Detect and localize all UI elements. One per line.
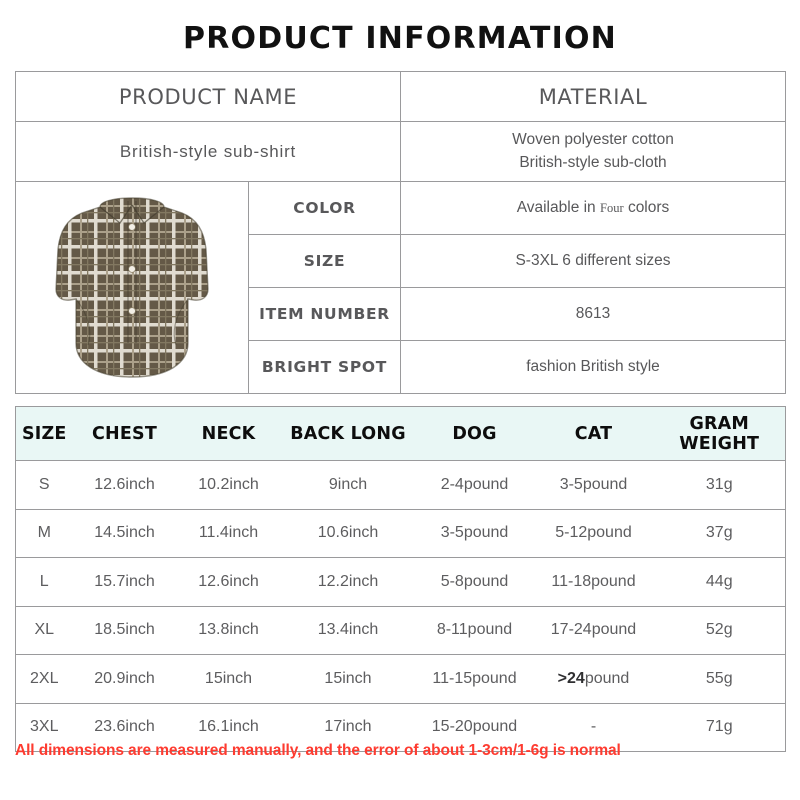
info-value-bright-spot: fashion British style (400, 340, 786, 394)
cell-gram-weight: 71g (653, 702, 786, 752)
column-header-cat: CAT (533, 406, 654, 461)
cell-back-long: 9inch (280, 460, 416, 510)
product-photo-cell (15, 181, 249, 394)
material-line-2: British-style sub-cloth (519, 153, 667, 171)
page-title: PRODUCT INFORMATION (183, 21, 617, 56)
table-row: 3XL 23.6inch 16.1inch 17inch 15-20pound … (15, 702, 786, 752)
cell-cat: >24pound (533, 654, 654, 704)
measurement-disclaimer: All dimensions are measured manually, an… (15, 742, 621, 759)
cell-back-long: 15inch (280, 654, 416, 704)
cell-cat: 5-12pound (533, 508, 654, 558)
cell-dog: 5-8pound (415, 557, 534, 607)
cell-chest: 18.5inch (72, 605, 177, 655)
cell-gram-weight: 52g (653, 605, 786, 655)
info-label-size: SIZE (248, 234, 401, 288)
size-chart-header-row: SIZE CHEST NECK BACK LONG DOG CAT GRAM W… (15, 406, 786, 461)
cell-cat: 11-18pound (533, 557, 654, 607)
product-name-value: British-style sub-shirt (15, 121, 401, 182)
cell-cat: - (533, 702, 654, 752)
cell-dog: 2-4pound (415, 460, 534, 510)
table-row: SIZE S-3XL 6 different sizes (16, 234, 786, 288)
cell-size: 2XL (15, 654, 73, 704)
cell-neck: 16.1inch (176, 702, 281, 752)
cat-value-unit: pound (584, 669, 630, 687)
column-header-back-long: BACK LONG (280, 406, 416, 461)
column-header-dog: DOG (415, 406, 534, 461)
table-row: PRODUCT NAME MATERIAL (15, 71, 786, 122)
cell-chest: 23.6inch (72, 702, 177, 752)
column-header-neck: NECK (176, 406, 281, 461)
cell-chest: 15.7inch (72, 557, 177, 607)
info-value-item-number: 8613 (400, 287, 786, 341)
table-row: 2XL 20.9inch 15inch 15inch 11-15pound >2… (15, 654, 786, 704)
cell-gram-weight: 37g (653, 508, 786, 558)
cell-chest: 12.6inch (72, 460, 177, 510)
color-value-prefix: Available in (516, 199, 596, 216)
table-row: XL 18.5inch 13.8inch 13.4inch 8-11pound … (15, 605, 786, 655)
cell-back-long: 10.6inch (280, 508, 416, 558)
cell-size: XL (15, 605, 73, 655)
info-label-bright-spot: BRIGHT SPOT (248, 340, 401, 394)
product-information-table: PRODUCT NAME MATERIAL British-style sub-… (15, 71, 786, 394)
cell-dog: 8-11pound (415, 605, 534, 655)
table-row: British-style sub-shirt Woven polyester … (15, 121, 786, 182)
size-chart-table: SIZE CHEST NECK BACK LONG DOG CAT GRAM W… (15, 406, 786, 752)
product-image (20, 185, 244, 391)
cell-back-long: 12.2inch (280, 557, 416, 607)
cat-value-bold: >24 (557, 669, 585, 687)
cell-size: M (15, 508, 73, 558)
cell-cat: 3-5pound (533, 460, 654, 510)
cell-size: S (15, 460, 73, 510)
cell-back-long: 13.4inch (280, 605, 416, 655)
cell-neck: 13.8inch (176, 605, 281, 655)
cell-neck: 15inch (176, 654, 281, 704)
cell-neck: 12.6inch (176, 557, 281, 607)
color-value-count: Four (600, 201, 624, 215)
column-header-chest: CHEST (72, 406, 177, 461)
material-line-1: Woven polyester cotton (512, 131, 674, 149)
column-header-gram-weight: GRAM WEIGHT (653, 406, 786, 461)
cell-neck: 11.4inch (176, 508, 281, 558)
table-row: L 15.7inch 12.6inch 12.2inch 5-8pound 11… (15, 557, 786, 607)
material-value: Woven polyester cotton British-style sub… (400, 121, 786, 182)
table-row: S 12.6inch 10.2inch 9inch 2-4pound 3-5po… (15, 460, 786, 510)
cell-cat: 17-24pound (533, 605, 654, 655)
info-label-color: COLOR (248, 181, 401, 235)
cell-gram-weight: 44g (653, 557, 786, 607)
plaid-shirt-illustration (55, 196, 209, 378)
color-value-suffix: colors (627, 199, 670, 216)
header-material: MATERIAL (400, 71, 786, 122)
table-row: COLOR Available in Four colors (15, 181, 786, 394)
header-product-name: PRODUCT NAME (15, 71, 401, 122)
cell-dog: 3-5pound (415, 508, 534, 558)
cell-neck: 10.2inch (176, 460, 281, 510)
info-label-item-number: ITEM NUMBER (248, 287, 401, 341)
cell-back-long: 17inch (280, 702, 416, 752)
cell-dog: 11-15pound (415, 654, 534, 704)
cell-gram-weight: 55g (653, 654, 786, 704)
cell-size: L (15, 557, 73, 607)
info-value-color: Available in Four colors (400, 181, 786, 235)
cell-chest: 20.9inch (72, 654, 177, 704)
table-row: BRIGHT SPOT fashion British style (16, 340, 786, 394)
cell-gram-weight: 31g (653, 460, 786, 510)
cell-chest: 14.5inch (72, 508, 177, 558)
cell-size: 3XL (15, 702, 73, 752)
cell-dog: 15-20pound (415, 702, 534, 752)
info-value-size: S-3XL 6 different sizes (400, 234, 786, 288)
column-header-size: SIZE (15, 406, 73, 461)
table-row: M 14.5inch 11.4inch 10.6inch 3-5pound 5-… (15, 508, 786, 558)
table-row: ITEM NUMBER 8613 (16, 287, 786, 341)
